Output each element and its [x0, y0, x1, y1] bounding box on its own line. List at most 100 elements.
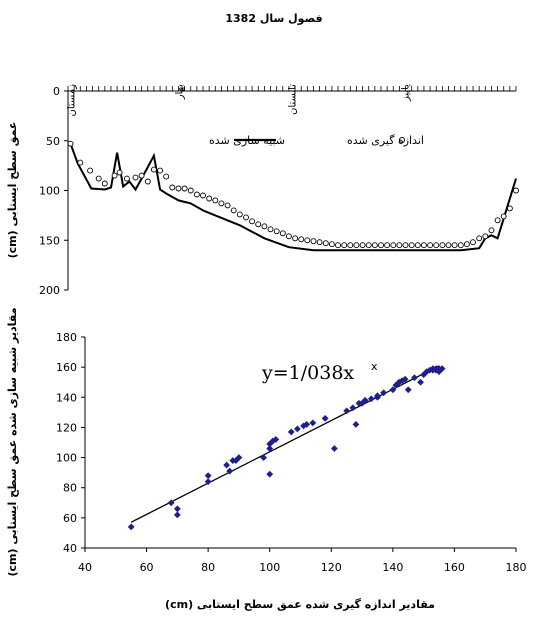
data-point-measured — [95, 175, 102, 182]
data-point-measured — [304, 237, 311, 244]
scatter-point — [361, 396, 369, 404]
data-point-measured — [206, 195, 213, 202]
data-point-measured — [138, 172, 145, 179]
scatter-point — [266, 470, 274, 478]
series-line-simulated — [69, 143, 517, 252]
data-point-measured — [463, 241, 470, 248]
data-point-measured — [445, 242, 452, 249]
data-point-measured — [396, 242, 403, 249]
data-point-measured — [273, 228, 280, 235]
data-point-measured — [494, 217, 501, 224]
y-tick-label: 80 — [63, 482, 77, 495]
data-point-measured — [261, 223, 268, 230]
scatter-point — [309, 419, 317, 427]
stray-mark: x — [371, 360, 378, 373]
data-point-measured — [187, 187, 194, 194]
scatter-point — [167, 499, 175, 507]
y-tick-label: 40 — [63, 542, 77, 555]
data-point-measured — [482, 233, 489, 240]
scatter-point — [417, 378, 425, 386]
data-point-measured — [365, 242, 372, 249]
scatter-point — [287, 428, 295, 436]
data-point-measured — [230, 207, 237, 214]
data-point-measured — [163, 173, 170, 180]
y-tick-label: 100 — [39, 185, 60, 198]
scatter-chart: 40 60 80 100 120 140 160 180 40 60 80 100 120 140 160… — [6, 307, 527, 611]
y-tick-label: 150 — [39, 234, 60, 247]
data-point-measured — [175, 185, 182, 192]
y-tick-label: 50 — [46, 135, 60, 148]
data-point-measured — [111, 172, 118, 179]
data-point-measured — [116, 169, 123, 176]
data-point-measured — [316, 239, 323, 246]
data-point-measured — [224, 202, 231, 209]
data-point-measured — [298, 236, 305, 243]
data-point-measured — [371, 242, 378, 249]
data-point-measured — [157, 167, 164, 174]
scatter-point — [173, 511, 181, 519]
data-point-measured — [310, 238, 317, 245]
data-point-measured — [218, 200, 225, 207]
data-point-measured — [476, 235, 483, 242]
data-point-measured — [249, 218, 256, 225]
data-point-measured — [420, 242, 427, 249]
data-point-measured — [328, 241, 335, 248]
data-point-measured — [353, 242, 360, 249]
data-point-measured — [433, 242, 440, 249]
scatter-point — [204, 478, 212, 486]
y-axis-label: مقادیر شبیه سازی شده عمق سطح ایستابی (cm… — [6, 307, 19, 576]
data-point-measured — [359, 242, 366, 249]
x-axis-ticks: 40 60 80 100 120 140 160 180 — [78, 548, 527, 574]
data-point-measured — [279, 230, 286, 237]
data-point-measured — [123, 175, 130, 182]
scatter-point — [352, 420, 360, 428]
data-point-measured — [87, 167, 94, 174]
y-axis-ticks: 40 60 80 100 120 140 160 180 — [56, 331, 85, 555]
scatter-point — [293, 425, 301, 433]
x-tick-label: 160 — [444, 561, 465, 574]
time-series-chart: فصول سال 1382 زمستان بهار تابستان پاییز 0 50… — [6, 12, 519, 297]
data-point-measured — [427, 242, 434, 249]
data-point-measured — [500, 213, 507, 220]
x-tick-label: 100 — [259, 561, 280, 574]
data-point-measured — [470, 239, 476, 246]
data-point-measured — [193, 191, 200, 198]
data-point-measured — [378, 242, 384, 249]
x-axis-label: مقادیر اندازه گیری شده عمق سطح ایستابی (… — [165, 598, 435, 611]
data-point-measured — [255, 221, 262, 228]
season-label: تابستان — [287, 84, 298, 115]
scatter-point — [367, 395, 375, 403]
y-tick-label: 180 — [56, 331, 77, 344]
scatter-point — [226, 467, 234, 475]
data-point-measured — [341, 242, 348, 249]
y-tick-label: 120 — [56, 421, 77, 434]
data-point-measured — [212, 197, 219, 204]
y-axis-ticks: 0 50 100 150 200 — [39, 85, 68, 297]
scatter-point — [330, 445, 338, 453]
season-label: بهار — [174, 84, 185, 100]
scatter-point — [272, 436, 280, 443]
y-tick-label: 160 — [56, 361, 77, 374]
data-point-measured — [513, 187, 519, 194]
data-point-measured — [347, 242, 354, 249]
plot-area — [67, 140, 519, 252]
plot-area — [127, 365, 446, 531]
scatter-point — [303, 420, 311, 428]
trendline — [130, 365, 440, 523]
x-tick-label: 120 — [321, 561, 342, 574]
legend-marker-swatch — [398, 136, 406, 144]
y-axis-label: عمق سطح ایستابی (cm) — [6, 122, 19, 259]
season-label: پاییز — [400, 84, 411, 102]
x-tick-label: 80 — [201, 561, 215, 574]
legend-label-measured: اندازه گیری شده — [347, 134, 424, 147]
scatter-point — [380, 389, 388, 397]
chart-title: فصول سال 1382 — [225, 12, 322, 25]
x-tick-label: 40 — [78, 561, 92, 574]
scatter-point — [429, 365, 437, 373]
scatter-point — [343, 407, 351, 415]
data-point-measured — [414, 242, 421, 249]
scatter-point — [349, 404, 357, 412]
data-point-measured — [402, 242, 409, 249]
data-point-measured — [67, 140, 74, 147]
data-point-measured — [243, 214, 249, 221]
